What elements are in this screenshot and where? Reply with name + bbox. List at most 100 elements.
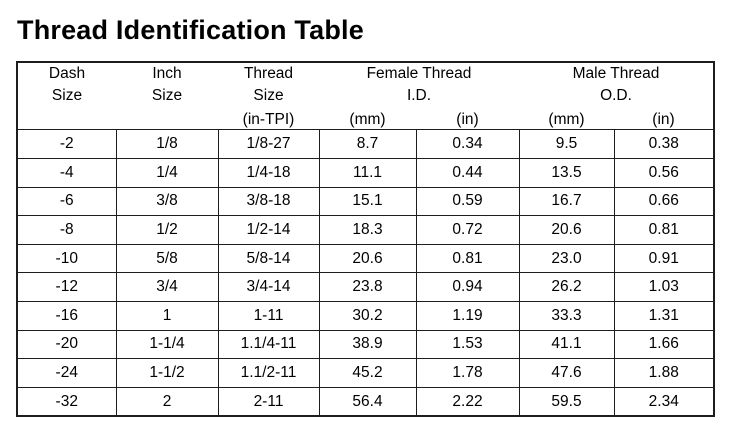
col-header-line: Female Thread bbox=[366, 65, 472, 83]
cell-male-od-in: 0.81 bbox=[613, 215, 715, 245]
table-row: -6 3/8 3/8-18 15.1 0.59 16.7 0.66 bbox=[16, 186, 715, 217]
cell-female-id-mm: 11.1 bbox=[318, 157, 417, 188]
unit-male-mm: (mm) bbox=[548, 111, 585, 129]
cell-dash-size: -20 bbox=[16, 329, 117, 360]
cell-thread-size: 1.1/2-11 bbox=[217, 358, 320, 388]
cell-female-id-mm: 8.7 bbox=[318, 129, 417, 159]
cell-female-id-mm: 18.3 bbox=[318, 215, 417, 245]
col-header-line: Dash bbox=[48, 65, 86, 83]
cell-male-od-mm: 16.7 bbox=[518, 186, 615, 217]
cell-female-id-in: 0.44 bbox=[415, 157, 520, 188]
col-header-line: Size bbox=[51, 87, 83, 105]
cell-thread-size: 3/8-18 bbox=[217, 186, 320, 217]
cell-female-id-in: 0.81 bbox=[415, 243, 520, 274]
unit-female-in: (in) bbox=[456, 111, 479, 129]
cell-male-od-mm: 33.3 bbox=[518, 300, 615, 331]
table-row: -8 1/2 1/2-14 18.3 0.72 20.6 0.81 bbox=[16, 215, 715, 245]
page-title: Thread Identification Table bbox=[17, 15, 364, 45]
col-header-inch-size: Inch Size bbox=[116, 62, 218, 107]
cell-male-od-mm: 23.0 bbox=[518, 243, 615, 274]
table-row: -4 1/4 1/4-18 11.1 0.44 13.5 0.56 bbox=[16, 157, 715, 188]
cell-female-id-mm: 23.8 bbox=[318, 272, 417, 302]
col-header-line: Inch bbox=[152, 65, 182, 83]
table-row: -20 1-1/4 1.1/4-11 38.9 1.53 41.1 1.66 bbox=[16, 329, 715, 360]
unit-female-mm: (mm) bbox=[349, 111, 386, 129]
table-row: -24 1-1/2 1.1/2-11 45.2 1.78 47.6 1.88 bbox=[16, 358, 715, 388]
cell-inch-size: 1-1/2 bbox=[115, 358, 219, 388]
cell-male-od-mm: 9.5 bbox=[518, 129, 615, 159]
cell-thread-size: 1-11 bbox=[217, 300, 320, 331]
cell-female-id-mm: 38.9 bbox=[318, 329, 417, 360]
cell-male-od-in: 2.34 bbox=[613, 386, 715, 417]
page: Thread Identification Table Dash Size In… bbox=[0, 14, 730, 441]
cell-male-od-in: 1.88 bbox=[613, 358, 715, 388]
thread-identification-table: Dash Size Inch Size Thread Size Female T… bbox=[16, 61, 715, 418]
table-row: -2 1/8 1/8-27 8.7 0.34 9.5 0.38 bbox=[16, 129, 715, 159]
cell-inch-size: 1 bbox=[115, 300, 219, 331]
unit-spacer-dash bbox=[17, 107, 116, 130]
cell-female-id-mm: 20.6 bbox=[318, 243, 417, 274]
cell-male-od-in: 1.66 bbox=[613, 329, 715, 360]
col-header-thread-size: Thread Size bbox=[218, 62, 319, 107]
col-header-line: Thread bbox=[243, 65, 294, 83]
cell-female-id-in: 2.22 bbox=[415, 386, 520, 417]
cell-female-id-mm: 56.4 bbox=[318, 386, 417, 417]
cell-dash-size: -6 bbox=[16, 186, 117, 217]
table-row: -32 2 2-11 56.4 2.22 59.5 2.34 bbox=[16, 386, 715, 417]
cell-male-od-mm: 41.1 bbox=[518, 329, 615, 360]
cell-thread-size: 1/4-18 bbox=[217, 157, 320, 188]
table-row: -16 1 1-11 30.2 1.19 33.3 1.31 bbox=[16, 300, 715, 331]
cell-dash-size: -10 bbox=[16, 243, 117, 274]
cell-thread-size: 3/4-14 bbox=[217, 272, 320, 302]
col-header-male-thread-od: Male Thread O.D. bbox=[519, 62, 714, 107]
cell-dash-size: -32 bbox=[16, 386, 117, 417]
cell-male-od-mm: 20.6 bbox=[518, 215, 615, 245]
table-row: -10 5/8 5/8-14 20.6 0.81 23.0 0.91 bbox=[16, 243, 715, 274]
cell-male-od-mm: 26.2 bbox=[518, 272, 615, 302]
cell-dash-size: -8 bbox=[16, 215, 117, 245]
cell-female-id-in: 1.19 bbox=[415, 300, 520, 331]
cell-dash-size: -12 bbox=[16, 272, 117, 302]
col-header-line: Size bbox=[151, 87, 183, 105]
cell-female-id-in: 1.53 bbox=[415, 329, 520, 360]
cell-thread-size: 1/2-14 bbox=[217, 215, 320, 245]
cell-female-id-in: 0.59 bbox=[415, 186, 520, 217]
col-header-line: I.D. bbox=[406, 87, 432, 105]
cell-female-id-in: 1.78 bbox=[415, 358, 520, 388]
col-header-line: Size bbox=[253, 87, 284, 105]
col-header-line: O.D. bbox=[600, 87, 632, 105]
cell-female-id-in: 0.94 bbox=[415, 272, 520, 302]
cell-inch-size: 1/2 bbox=[115, 215, 219, 245]
cell-female-id-in: 0.72 bbox=[415, 215, 520, 245]
col-header-dash-size: Dash Size bbox=[17, 62, 116, 107]
unit-thread-in-tpi: (in-TPI) bbox=[242, 111, 295, 129]
cell-male-od-in: 0.66 bbox=[613, 186, 715, 217]
cell-inch-size: 1/4 bbox=[115, 157, 219, 188]
unit-male-in: (in) bbox=[652, 111, 675, 129]
table-row: -12 3/4 3/4-14 23.8 0.94 26.2 1.03 bbox=[16, 272, 715, 302]
cell-dash-size: -4 bbox=[16, 157, 117, 188]
cell-female-id-mm: 30.2 bbox=[318, 300, 417, 331]
cell-thread-size: 5/8-14 bbox=[217, 243, 320, 274]
cell-male-od-mm: 13.5 bbox=[518, 157, 615, 188]
table-header: Dash Size Inch Size Thread Size Female T… bbox=[17, 62, 714, 130]
cell-dash-size: -2 bbox=[16, 129, 117, 159]
header-row-units: (in-TPI) (mm) (in) (mm) (in) bbox=[17, 107, 714, 130]
cell-dash-size: -16 bbox=[16, 300, 117, 331]
cell-inch-size: 1/8 bbox=[115, 129, 219, 159]
cell-inch-size: 2 bbox=[115, 386, 219, 417]
cell-inch-size: 1-1/4 bbox=[115, 329, 219, 360]
cell-female-id-mm: 15.1 bbox=[318, 186, 417, 217]
cell-male-od-in: 0.91 bbox=[613, 243, 715, 274]
cell-thread-size: 2-11 bbox=[217, 386, 320, 417]
table-body: -2 1/8 1/8-27 8.7 0.34 9.5 0.38 -4 1/4 1… bbox=[16, 129, 715, 417]
cell-dash-size: -24 bbox=[16, 358, 117, 388]
cell-male-od-mm: 47.6 bbox=[518, 358, 615, 388]
cell-male-od-mm: 59.5 bbox=[518, 386, 615, 417]
cell-thread-size: 1.1/4-11 bbox=[217, 329, 320, 360]
cell-female-id-in: 0.34 bbox=[415, 129, 520, 159]
cell-male-od-in: 0.38 bbox=[613, 129, 715, 159]
cell-inch-size: 5/8 bbox=[115, 243, 219, 274]
cell-male-od-in: 1.31 bbox=[613, 300, 715, 331]
cell-male-od-in: 0.56 bbox=[613, 157, 715, 188]
